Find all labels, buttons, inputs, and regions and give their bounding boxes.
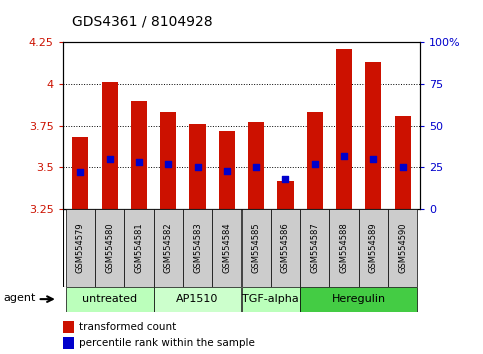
Text: Heregulin: Heregulin bbox=[332, 294, 386, 304]
Bar bbox=[300, 287, 417, 312]
Text: untreated: untreated bbox=[82, 294, 137, 304]
Point bbox=[252, 164, 260, 170]
Text: GSM554585: GSM554585 bbox=[252, 222, 261, 273]
Text: GSM554589: GSM554589 bbox=[369, 222, 378, 273]
Point bbox=[369, 156, 377, 162]
Bar bbox=[189, 124, 206, 209]
Point bbox=[340, 153, 348, 159]
Bar bbox=[388, 209, 417, 287]
Bar bbox=[212, 209, 242, 287]
Bar bbox=[95, 209, 124, 287]
Text: GSM554581: GSM554581 bbox=[134, 222, 143, 273]
Text: GSM554583: GSM554583 bbox=[193, 222, 202, 273]
Bar bbox=[307, 112, 323, 209]
Bar bbox=[300, 209, 329, 287]
Bar bbox=[154, 209, 183, 287]
Bar bbox=[101, 82, 118, 209]
Text: AP1510: AP1510 bbox=[176, 294, 219, 304]
Bar bbox=[242, 287, 300, 312]
Bar bbox=[242, 209, 271, 287]
Bar bbox=[336, 49, 352, 209]
Bar bbox=[248, 122, 264, 209]
Text: GSM554582: GSM554582 bbox=[164, 222, 173, 273]
Bar bbox=[271, 209, 300, 287]
Text: percentile rank within the sample: percentile rank within the sample bbox=[79, 338, 255, 348]
Bar bbox=[66, 209, 95, 287]
Text: agent: agent bbox=[3, 293, 36, 303]
Point bbox=[399, 164, 407, 170]
Text: GSM554579: GSM554579 bbox=[76, 222, 85, 273]
Bar bbox=[183, 209, 212, 287]
Bar bbox=[277, 181, 294, 209]
Bar bbox=[365, 62, 382, 209]
Text: GDS4361 / 8104928: GDS4361 / 8104928 bbox=[72, 14, 213, 28]
Text: transformed count: transformed count bbox=[79, 322, 176, 332]
Bar bbox=[160, 112, 176, 209]
Bar bbox=[359, 209, 388, 287]
Bar bbox=[72, 137, 88, 209]
Point bbox=[164, 161, 172, 167]
Point bbox=[106, 156, 114, 162]
Bar bbox=[63, 337, 73, 349]
Bar bbox=[124, 209, 154, 287]
Text: GSM554587: GSM554587 bbox=[310, 222, 319, 273]
Bar bbox=[395, 116, 411, 209]
Point bbox=[194, 164, 201, 170]
Bar bbox=[329, 209, 359, 287]
Bar bbox=[131, 101, 147, 209]
Bar bbox=[154, 287, 242, 312]
Text: TGF-alpha: TGF-alpha bbox=[242, 294, 299, 304]
Text: GSM554590: GSM554590 bbox=[398, 223, 407, 273]
Bar bbox=[63, 321, 73, 333]
Point bbox=[311, 161, 319, 167]
Point bbox=[76, 170, 84, 175]
Point bbox=[135, 159, 143, 165]
Bar bbox=[66, 287, 154, 312]
Point bbox=[282, 176, 289, 182]
Bar bbox=[219, 131, 235, 209]
Text: GSM554586: GSM554586 bbox=[281, 222, 290, 273]
Text: GSM554584: GSM554584 bbox=[222, 222, 231, 273]
Text: GSM554588: GSM554588 bbox=[340, 222, 349, 273]
Point bbox=[223, 168, 231, 173]
Text: GSM554580: GSM554580 bbox=[105, 222, 114, 273]
